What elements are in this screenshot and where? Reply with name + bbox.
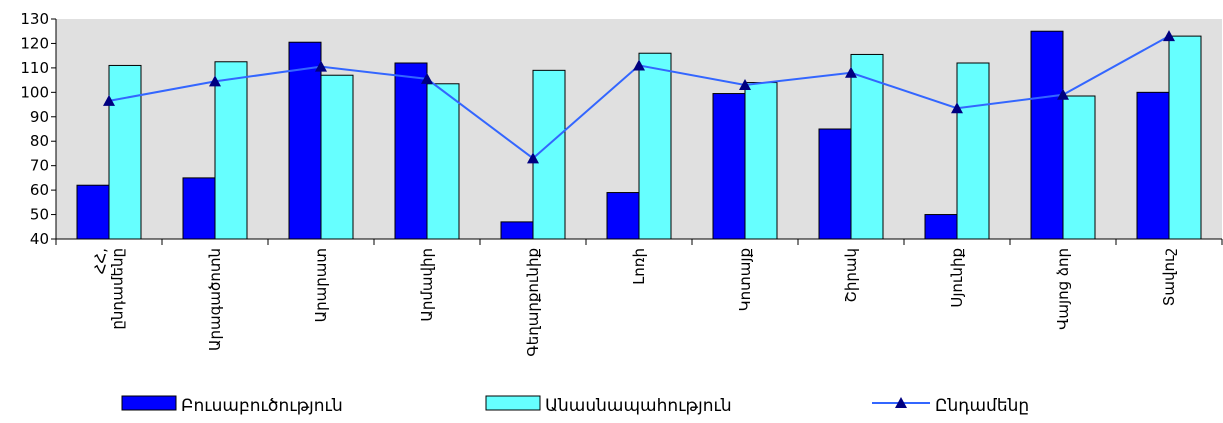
bar-crop <box>712 93 746 240</box>
x-tick-label: Գեղարքունիք <box>524 248 542 357</box>
bar-livestock <box>426 83 460 240</box>
line-point <box>527 152 539 164</box>
line-point <box>633 59 645 71</box>
y-tick-label: 90 <box>30 108 49 126</box>
x-tick-label: Կոտայք <box>736 248 754 311</box>
legend: Բուսաբուծություն Անասնապահություն Ընդամենը <box>121 395 1029 416</box>
x-tick-label: Արարատ <box>312 248 330 322</box>
y-tick-label: 100 <box>20 83 49 101</box>
y-tick-label: 70 <box>30 157 49 175</box>
legend-swatch-crop <box>121 395 177 411</box>
line-point <box>739 79 751 90</box>
y-tick-label: 40 <box>30 230 49 248</box>
x-tick-label: Տավուշ <box>1160 248 1178 306</box>
x-tick-label: Լոռի <box>630 248 648 285</box>
bar-livestock <box>320 74 354 240</box>
x-tick-label: Շիրակ <box>842 248 860 303</box>
bar-livestock <box>108 64 142 240</box>
bars <box>76 30 1202 240</box>
y-tick-label: 80 <box>30 132 49 150</box>
y-tick-label: 60 <box>30 181 49 199</box>
y-axis: 40 50 60 70 80 90 100 110 120 130 <box>20 10 57 248</box>
line-point <box>421 72 433 84</box>
legend-label-crop: Բուսաբուծություն <box>181 396 343 416</box>
bar-livestock <box>850 53 884 240</box>
line-point <box>1163 30 1175 42</box>
x-tick-label: ՀՀ,ընդամենը <box>92 248 127 330</box>
line-point <box>103 94 115 106</box>
bar-livestock <box>1168 35 1202 240</box>
legend-label-livestock: Անասնապահություն <box>545 396 732 416</box>
x-axis: ՀՀ,ընդամենը Արագածոտն Արարատ Արմավիր Գեղարքո… <box>55 238 1223 357</box>
y-tick-label: 130 <box>20 10 49 28</box>
bar-crop <box>924 214 958 240</box>
legend-marker-total <box>895 397 907 408</box>
bar-livestock <box>638 52 672 240</box>
line-point <box>209 75 221 87</box>
x-tick-label: Սյունիք <box>948 248 966 308</box>
line-point <box>315 60 327 72</box>
line-point <box>845 66 857 78</box>
total-line <box>103 30 1175 164</box>
bar-crop <box>818 128 852 240</box>
line-point <box>951 102 963 114</box>
y-tick-label: 110 <box>20 59 49 77</box>
x-tick-label: Արմավիր <box>418 248 436 322</box>
bar-crop <box>606 192 640 240</box>
bar-livestock <box>744 82 778 240</box>
x-tick-label: Արագածոտն <box>206 248 224 351</box>
bar-livestock <box>1062 95 1096 240</box>
bar-crop <box>182 177 216 240</box>
line-point <box>1057 88 1069 100</box>
legend-label-total: Ընդամենը <box>935 396 1029 416</box>
x-tick-label: Վայոց ձոր <box>1054 248 1072 330</box>
bar-crop <box>288 41 322 240</box>
y-tick-label: 50 <box>30 206 49 224</box>
bar-crop <box>76 184 110 240</box>
bar-crop <box>1030 30 1064 240</box>
bar-livestock <box>956 62 990 240</box>
y-tick-label: 120 <box>20 34 49 52</box>
bar-crop <box>394 62 428 240</box>
bar-crop <box>500 221 534 240</box>
legend-swatch-livestock <box>485 395 541 411</box>
bar-livestock <box>214 61 248 240</box>
bar-crop <box>1136 91 1170 240</box>
